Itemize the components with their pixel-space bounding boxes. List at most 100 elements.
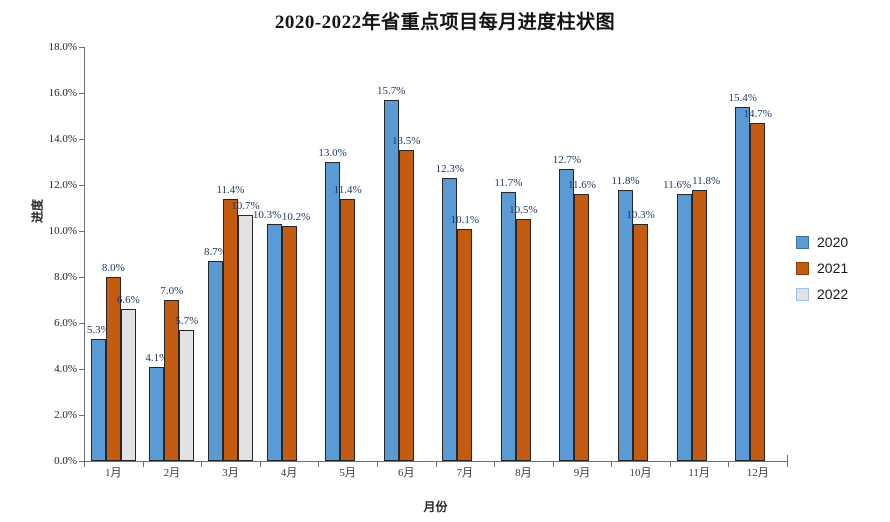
- x-tick-label: 5月: [339, 467, 356, 479]
- bar-2021-m12: [750, 123, 766, 461]
- value-label-2020-m1: 5.3%: [86, 324, 110, 336]
- y-tick-label: 2.0%: [54, 409, 77, 421]
- x-tick: [84, 462, 85, 467]
- y-tick: [79, 231, 84, 232]
- bar-2020-m9: [559, 169, 575, 461]
- x-tick: [318, 462, 319, 467]
- x-tick-label: 2月: [163, 467, 181, 479]
- x-tick-label: 10月: [629, 467, 652, 479]
- bar-2021-m7: [457, 229, 473, 461]
- y-tick-label: 4.0%: [54, 363, 77, 375]
- x-axis-end-tick: [787, 455, 788, 461]
- x-tick: [670, 462, 671, 467]
- value-label-2021-m7: 10.1%: [450, 214, 479, 226]
- x-tick-label: 1月: [105, 467, 122, 479]
- bar-2022-m1: [120, 309, 136, 461]
- bar-2020-m10: [618, 190, 634, 461]
- legend-label: 2020: [817, 234, 849, 250]
- value-label-2021-m9: 11.6%: [567, 179, 596, 191]
- bar-2020-m5: [325, 162, 341, 461]
- x-tick: [494, 462, 495, 467]
- bar-2021-m5: [340, 199, 356, 461]
- value-label-2022-m3: 10.7%: [231, 200, 260, 212]
- y-tick-label: 10.0%: [48, 225, 77, 237]
- x-tick-label: 6月: [397, 467, 415, 479]
- y-tick: [79, 93, 84, 94]
- value-label-2020-m3: 8.7%: [203, 246, 227, 258]
- x-tick: [201, 462, 202, 467]
- bar-2020-m8: [500, 192, 516, 461]
- x-tick: [436, 462, 437, 467]
- bar-2022-m3: [237, 215, 253, 461]
- bar-2022-m2: [179, 330, 195, 461]
- y-tick-label: 18.0%: [48, 41, 77, 53]
- bar-2020-m1: [90, 339, 106, 461]
- value-label-2021-m5: 11.4%: [333, 184, 362, 196]
- bar-2020-m12: [735, 107, 751, 461]
- value-label-2021-m8: 10.5%: [509, 204, 538, 216]
- value-label-2020-m11: 11.6%: [663, 179, 692, 191]
- x-tick-label: 11月: [688, 467, 710, 479]
- x-tick-label: 9月: [573, 467, 591, 479]
- bar-2021-m1: [105, 277, 121, 461]
- value-label-2020-m6: 15.7%: [376, 85, 406, 97]
- y-tick-label: 14.0%: [48, 133, 77, 145]
- value-label-2020-m10: 11.8%: [611, 175, 640, 187]
- value-label-2020-m12: 15.4%: [728, 92, 757, 104]
- bar-2021-m4: [281, 226, 297, 461]
- value-label-2020-m9: 12.7%: [552, 154, 582, 166]
- x-tick: [611, 462, 612, 467]
- bar-2021-m2: [164, 300, 180, 461]
- x-tick-label: 8月: [515, 467, 532, 479]
- bar-2020-m6: [383, 100, 399, 461]
- value-label-2020-m7: 12.3%: [435, 163, 464, 175]
- value-label-2021-m1: 8.0%: [101, 262, 125, 274]
- bar-2021-m6: [398, 150, 414, 461]
- bar-2021-m11: [691, 190, 707, 461]
- bar-2020-m4: [266, 224, 282, 461]
- value-label-2021-m10: 10.3%: [626, 209, 655, 221]
- y-tick: [79, 369, 84, 370]
- legend-item-2020: 2020: [796, 229, 848, 255]
- y-axis-line: [84, 47, 85, 461]
- value-label-2021-m12: 14.7%: [743, 108, 772, 120]
- bar-2021-m8: [515, 219, 531, 461]
- x-tick: [787, 462, 788, 467]
- y-tick-label: 0.0%: [54, 455, 77, 467]
- value-label-2021-m6: 13.5%: [391, 135, 421, 147]
- value-label-2020-m5: 13.0%: [318, 147, 347, 159]
- legend-item-2021: 2021: [796, 255, 848, 281]
- y-tick: [79, 461, 84, 462]
- value-label-2020-m8: 11.7%: [494, 177, 523, 189]
- bar-2021-m9: [574, 194, 590, 461]
- value-label-2021-m4: 10.2%: [281, 211, 311, 223]
- legend-label: 2021: [817, 260, 849, 276]
- y-tick-label: 6.0%: [54, 317, 77, 329]
- value-label-2021-m11: 11.8%: [692, 175, 721, 187]
- value-label-2022-m2: 5.7%: [175, 315, 199, 327]
- y-tick-label: 16.0%: [48, 87, 77, 99]
- y-tick: [79, 185, 84, 186]
- legend: 2020 2021 2022: [796, 229, 848, 307]
- x-tick: [260, 462, 261, 467]
- y-tick: [79, 323, 84, 324]
- y-tick: [79, 277, 84, 278]
- legend-label: 2022: [817, 286, 849, 302]
- bar-2020-m3: [207, 261, 223, 461]
- value-label-2020-m4: 10.3%: [252, 209, 282, 221]
- legend-item-2022: 2022: [796, 281, 848, 307]
- bar-2020-m7: [442, 178, 458, 461]
- x-tick: [728, 462, 729, 467]
- bar-2020-m11: [676, 194, 692, 461]
- y-tick: [79, 415, 84, 416]
- legend-swatch-2022: [796, 287, 809, 301]
- bar-2020-m2: [149, 367, 165, 461]
- x-axis-line: [84, 461, 788, 462]
- x-tick-label: 7月: [456, 467, 474, 479]
- bar-2021-m3: [222, 199, 238, 461]
- legend-swatch-2020: [796, 235, 809, 249]
- legend-swatch-2021: [796, 261, 809, 275]
- x-tick-label: 4月: [280, 467, 298, 479]
- x-axis-title: 月份: [423, 500, 448, 514]
